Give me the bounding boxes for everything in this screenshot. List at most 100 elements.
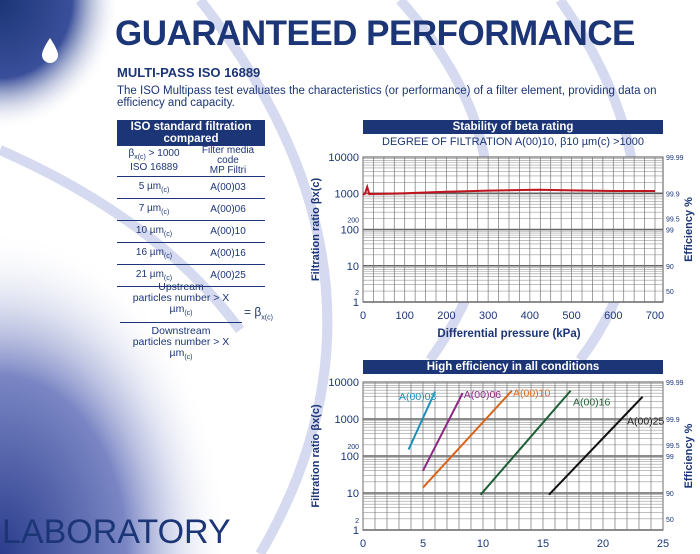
series-label: A(00)06 (464, 389, 502, 401)
x-tick-label: 100 (396, 310, 414, 322)
y2-tick-label: 99 (666, 454, 674, 461)
unit-sub: (c) (184, 354, 193, 362)
formula-numerator-b: particles number > X µm (132, 292, 230, 315)
unit-sub: (c) (161, 187, 170, 194)
size-text: 10 µm (135, 225, 164, 236)
size-text: 7 µm (138, 203, 162, 214)
y-axis-label: Filtration ratio βx(c) (310, 404, 322, 508)
x-tick-label: 500 (562, 310, 580, 322)
footer-label: LABORATORY (2, 513, 231, 551)
col1-head: > 1000 (148, 148, 180, 159)
formula-rhs: = βx(c) (244, 305, 273, 321)
series-line-A(00)10 (422, 390, 513, 489)
y2-tick-label: 90 (666, 264, 674, 271)
y-tick-label: 1000 (335, 188, 359, 200)
x-tick-label: 0 (360, 310, 366, 322)
particle-size: 10 µm(c) (117, 220, 191, 243)
y2-axis-label: Efficiency % (683, 197, 695, 262)
col2-head-brand: MP Filtri (209, 165, 247, 176)
table-row: 21 µm(c) A(00)25 (117, 264, 265, 287)
y-tick-label: 2 (355, 290, 359, 297)
formula-rhs-sub: x(c) (261, 314, 273, 322)
y-tick-label: 200 (347, 444, 359, 451)
particle-size: 21 µm(c) (117, 264, 191, 287)
y-tick-label: 100 (341, 451, 359, 463)
y2-tick-label: 90 (666, 491, 674, 498)
beta-sub: x(c) (134, 154, 146, 161)
x-tick-label: 400 (521, 310, 539, 322)
y-tick-label: 1 (353, 525, 359, 537)
formula-rhs-text: = β (244, 305, 262, 319)
page-title: GUARANTEED PERFORMANCE (115, 14, 635, 53)
y-axis-label: Filtration ratio βx(c) (310, 178, 322, 282)
chart1-title: Stability of beta rating (363, 120, 663, 134)
particle-size: 7 µm(c) (117, 198, 191, 221)
y2-tick-label: 50 (666, 289, 674, 296)
x-tick-label: 10 (477, 538, 489, 550)
series-label: A(00)10 (513, 388, 551, 400)
media-code: A(00)16 (191, 242, 265, 265)
unit-sub: (c) (184, 310, 193, 318)
y2-tick-label: 99.9 (666, 191, 680, 198)
series-label: A(00)25 (627, 416, 665, 428)
media-code: A(00)06 (191, 198, 265, 221)
unit-sub: (c) (161, 209, 170, 216)
series-line-A(00)10 (362, 183, 655, 196)
section-subtitle: MULTI-PASS ISO 16889 (117, 65, 261, 80)
table-row: 7 µm(c) A(00)06 (117, 198, 265, 221)
col2-head: Filter media code (201, 145, 255, 166)
table-row: 5 µm(c) A(00)03 (117, 176, 265, 199)
size-text: 21 µm (135, 269, 164, 280)
size-text: 16 µm (135, 247, 164, 258)
series-line-A(00)06 (422, 392, 464, 472)
formula-numerator-a: Upstream (158, 281, 204, 293)
table-row: 16 µm(c) A(00)16 (117, 242, 265, 265)
media-code: A(00)03 (191, 176, 265, 199)
unit-sub: (c) (163, 231, 173, 238)
series-label: A(00)03 (399, 391, 437, 403)
series-line-A(00)25 (548, 396, 644, 496)
y-tick-label: 100 (341, 225, 359, 237)
y-tick-label: 1 (353, 297, 359, 309)
x-tick-label: 200 (437, 310, 455, 322)
formula-denominator-a: Downstream (151, 325, 211, 338)
y-tick-label: 200 (347, 218, 359, 225)
x-tick-label: 600 (604, 310, 622, 322)
y-tick-label: 10 (347, 261, 359, 273)
y-tick-label: 2 (355, 518, 359, 525)
particle-size: 5 µm(c) (117, 176, 191, 199)
beta-symbol: β (128, 148, 135, 159)
y2-tick-label: 50 (666, 517, 674, 524)
y-tick-label: 10000 (328, 377, 359, 389)
y2-tick-label: 99.99 (666, 155, 684, 162)
x-tick-label: 300 (479, 310, 497, 322)
y2-tick-label: 99 (666, 228, 674, 235)
table-title: ISO standard filtration compared (117, 120, 265, 146)
unit-sub: (c) (163, 253, 173, 260)
media-code: A(00)25 (191, 264, 265, 287)
intro-text: The ISO Multipass test evaluates the cha… (117, 85, 657, 109)
series-line-A(00)03 (407, 391, 436, 450)
col1-head-std: ISO 16889 (130, 162, 178, 173)
x-tick-label: 20 (597, 538, 609, 550)
x-tick-label: 5 (420, 538, 426, 550)
y2-tick-label: 99.5 (666, 443, 680, 450)
media-code: A(00)10 (191, 220, 265, 243)
drop-icon (42, 38, 58, 63)
y-tick-label: 10 (347, 488, 359, 500)
unit-sub: (c) (163, 275, 173, 282)
y2-tick-label: 99.9 (666, 417, 680, 424)
y2-axis-label: Efficiency % (683, 423, 695, 488)
filtration-table: ISO standard filtration compared βx(c) >… (117, 120, 265, 287)
series-line-A(00)16 (479, 390, 572, 496)
table-row: 10 µm(c) A(00)10 (117, 220, 265, 243)
x-tick-label: 25 (657, 538, 669, 550)
chart1-subtitle: DEGREE OF FILTRATION A(00)10, β10 µm(c) … (382, 136, 644, 148)
fraction-line (120, 322, 242, 324)
y-tick-label: 1000 (335, 414, 359, 426)
x-tick-label: 0 (360, 538, 366, 550)
y2-tick-label: 99.5 (666, 217, 680, 224)
size-text: 5 µm (138, 181, 162, 192)
series-label: A(00)16 (573, 396, 611, 408)
y2-tick-label: 99.99 (666, 380, 684, 387)
